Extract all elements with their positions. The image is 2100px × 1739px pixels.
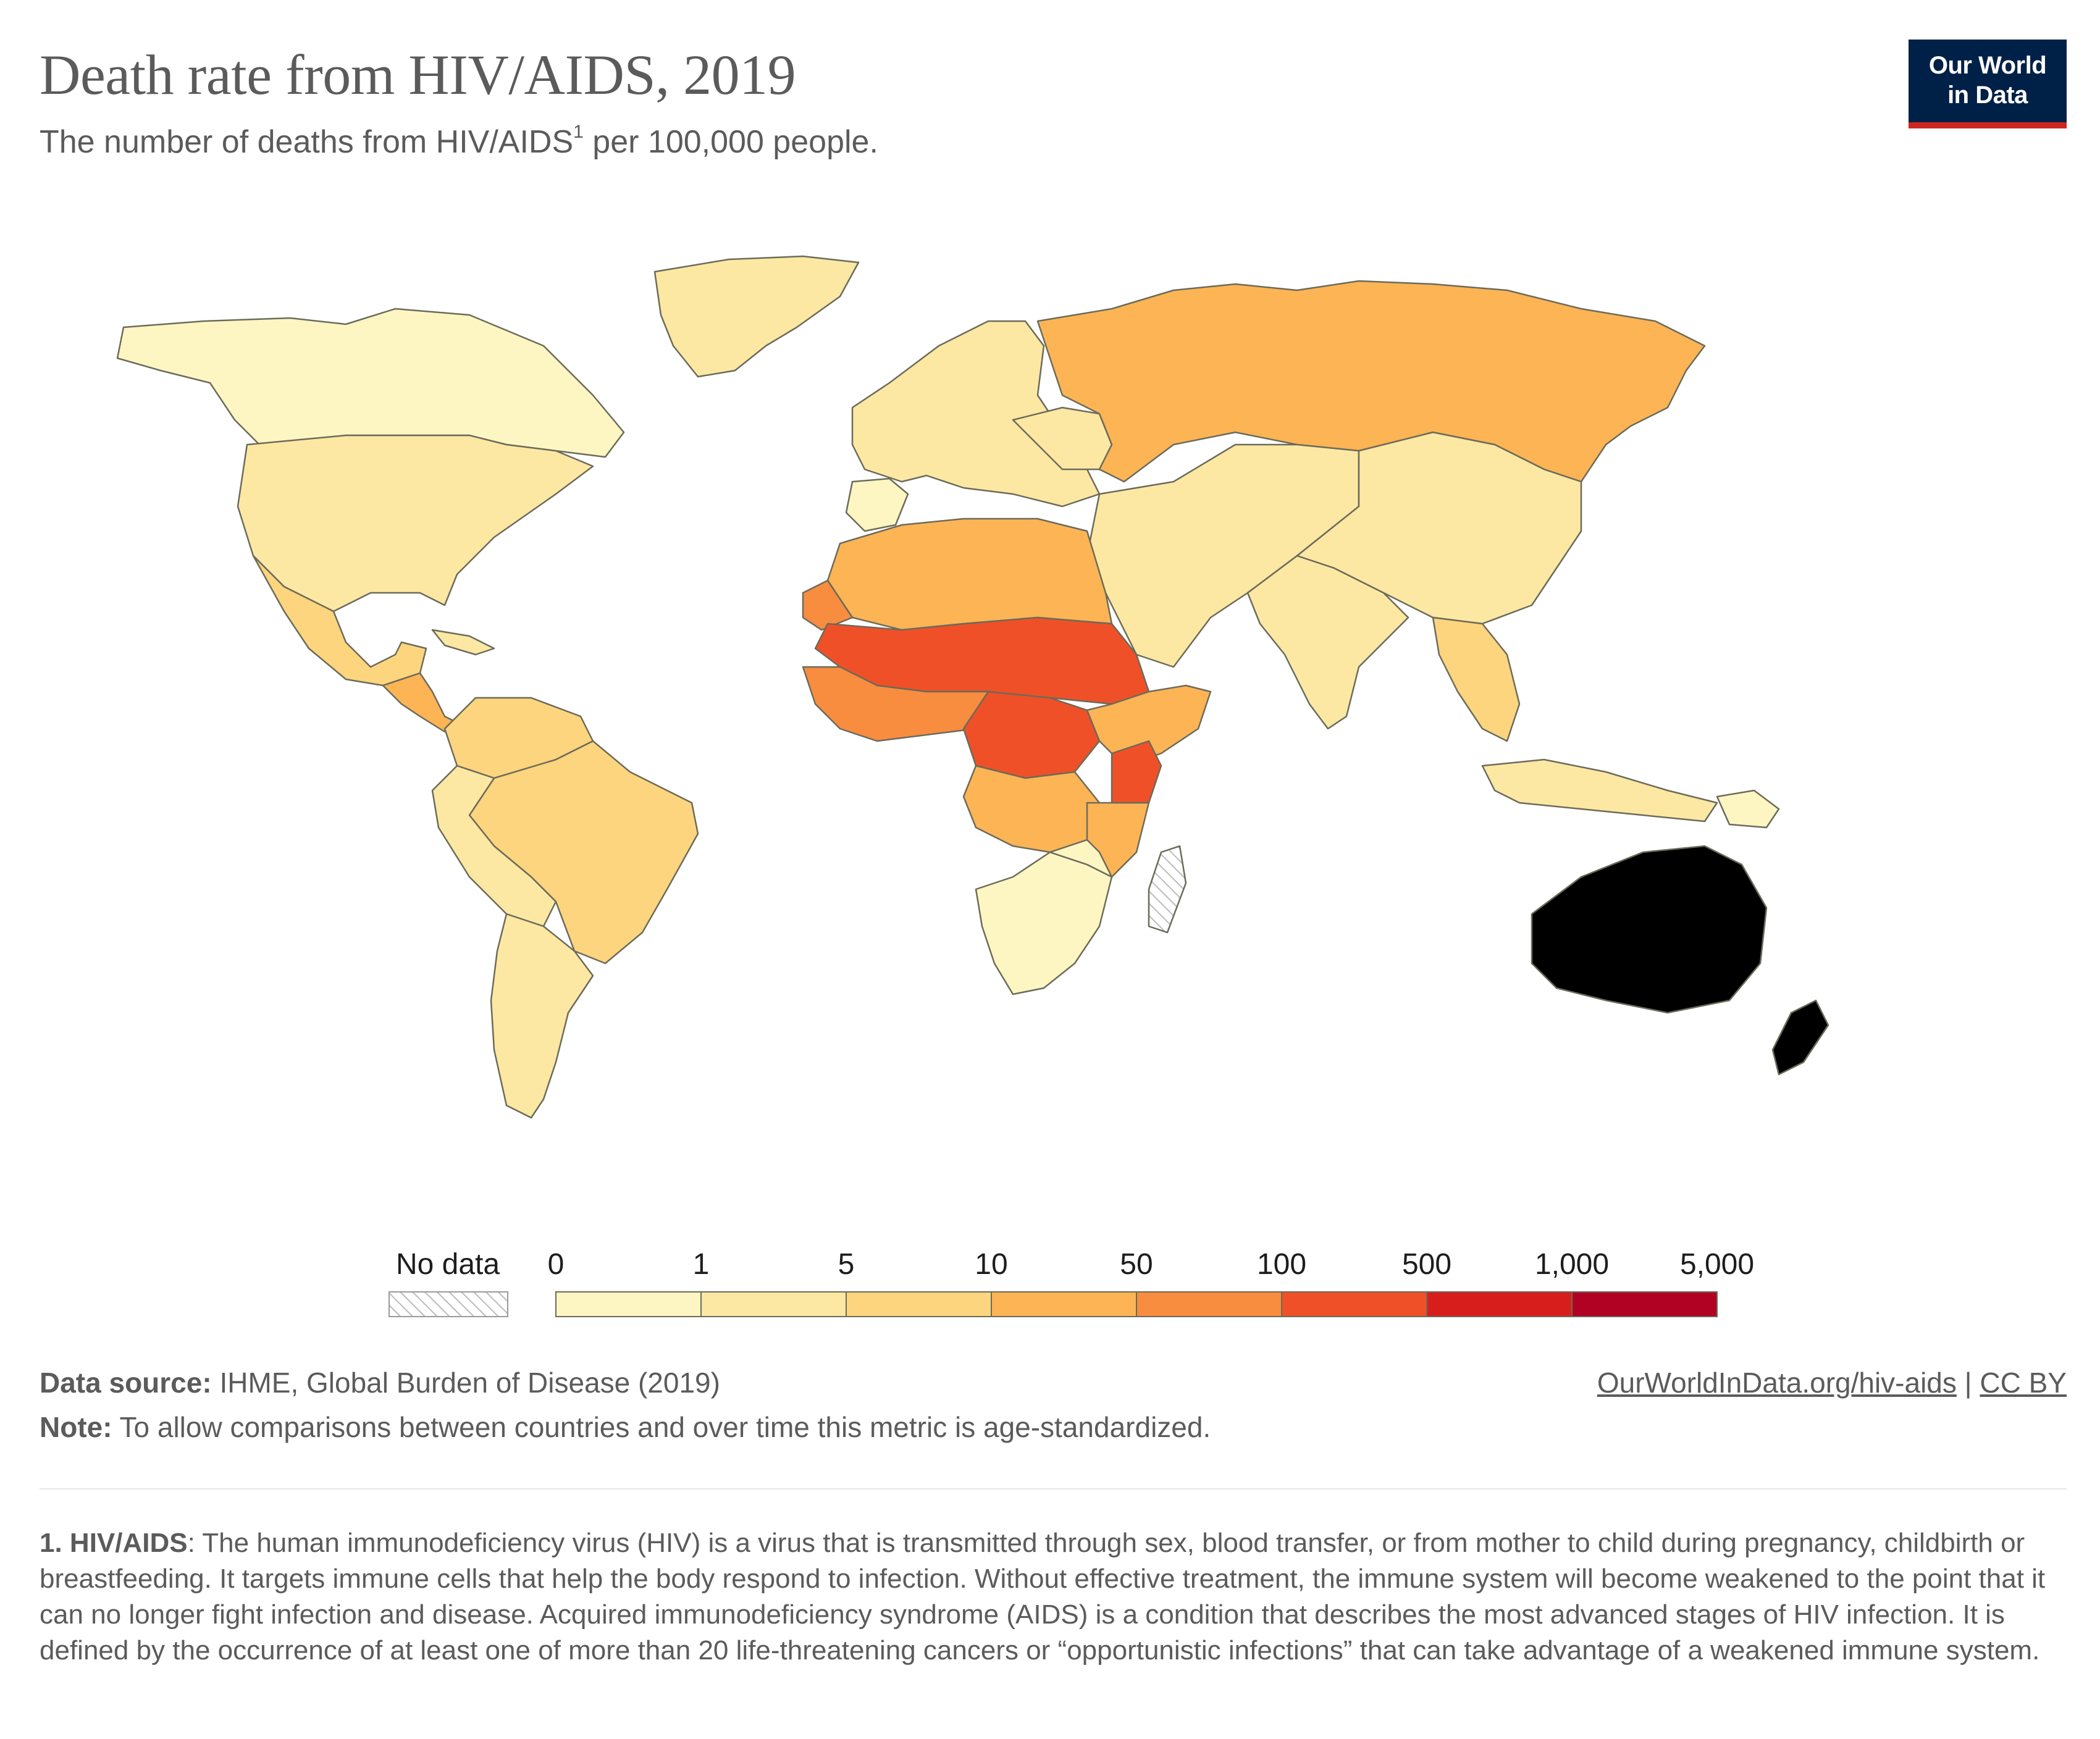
logo-line-2: in Data — [1947, 82, 2028, 109]
footer-divider — [40, 1488, 2067, 1490]
source-text: IHME, Global Burden of Disease (2019) — [219, 1367, 720, 1399]
map-region-indonesia[interactable] — [1481, 758, 1718, 823]
legend-bin-label: 5,000 — [1680, 1248, 1754, 1281]
legend-bin-swatch[interactable] — [1136, 1291, 1282, 1317]
legend-no-data-swatch[interactable] — [388, 1291, 508, 1317]
logo-accent-bar — [1909, 122, 2067, 128]
legend-bin-swatch[interactable] — [555, 1291, 702, 1317]
footnote: 1. HIV/AIDS: The human immunodeficiency … — [40, 1525, 2067, 1669]
footer-links: OurWorldInData.org/hiv-aids | CC BY — [1597, 1366, 2067, 1399]
legend-bin-label: 50 — [1120, 1248, 1153, 1281]
map-region-southern-cone[interactable] — [490, 913, 594, 1119]
legend-bin-label: 100 — [1257, 1248, 1306, 1281]
map-region-southeast-asia[interactable] — [1432, 616, 1521, 742]
map-region-papua-new-guinea[interactable] — [1716, 789, 1780, 829]
map-region-australia[interactable] — [1531, 845, 1768, 1014]
legend-bin-label: 1,000 — [1535, 1248, 1609, 1281]
logo-line-1: Our World — [1928, 52, 2047, 79]
map-region-caribbean[interactable] — [431, 629, 495, 656]
map-region-new-zealand[interactable] — [1771, 999, 1829, 1076]
source-url-link[interactable]: OurWorldInData.org/hiv-aids — [1597, 1367, 1957, 1399]
map-region-western-europe[interactable] — [851, 320, 1101, 508]
map-region-mexico[interactable] — [252, 555, 427, 687]
legend: No data 0 1 5 10 50 100 500 1,000 5,000 — [388, 1248, 1754, 1317]
map-region-dr-congo-angola[interactable] — [962, 765, 1101, 853]
map-region-central-america[interactable] — [382, 672, 458, 733]
legend-bin-label: 1 — [693, 1248, 710, 1281]
note-text: To allow comparisons between countries a… — [119, 1411, 1211, 1443]
legend-bin-swatch[interactable] — [1281, 1291, 1427, 1317]
legend-bin-swatch[interactable] — [1571, 1291, 1718, 1317]
map-region-central-africa[interactable] — [962, 690, 1101, 779]
map-region-north-africa[interactable] — [826, 518, 1113, 631]
legend-bin-swatch[interactable] — [846, 1291, 992, 1317]
legend-bin-swatch[interactable] — [991, 1291, 1137, 1317]
map-region-iberia[interactable] — [845, 477, 909, 532]
map-region-andes[interactable] — [431, 765, 557, 928]
subtitle-suffix: per 100,000 people. — [583, 124, 878, 160]
map-region-united-states[interactable] — [237, 434, 594, 613]
legend-bin-label: 0 — [548, 1248, 565, 1281]
note-label: Note: — [40, 1411, 112, 1443]
footnote-text: : The human immunodeficiency virus (HIV)… — [40, 1528, 2046, 1666]
footnote-label: 1. HIV/AIDS — [40, 1528, 188, 1558]
map-region-madagascar[interactable] — [1148, 845, 1187, 934]
legend-bin-label: 500 — [1402, 1248, 1451, 1281]
link-separator: | — [1964, 1367, 1972, 1399]
map-region-zambia-zimbabwe[interactable] — [1049, 839, 1113, 878]
legend-no-data-label: No data — [396, 1248, 500, 1281]
map-region-russia[interactable] — [1036, 280, 1706, 483]
map-region-south-asia[interactable] — [1246, 555, 1409, 730]
map-region-greenland[interactable] — [653, 255, 860, 378]
note: Note: To allow comparisons between count… — [40, 1410, 1211, 1444]
source-label: Data source: — [40, 1367, 212, 1399]
legend-bin-label: 10 — [975, 1248, 1007, 1281]
legend-bin-label: 5 — [838, 1248, 855, 1281]
footnote-marker[interactable]: 1 — [573, 121, 584, 142]
map-region-kenya[interactable] — [1111, 740, 1162, 804]
map-region-southern-africa[interactable] — [975, 851, 1113, 995]
subtitle-prefix: The number of deaths from HIV/AIDS — [40, 124, 574, 160]
chart-title: Death rate from HIV/AIDS, 2019 — [40, 43, 796, 106]
data-source: Data source: IHME, Global Burden of Dise… — [40, 1366, 720, 1399]
legend-bin-swatch[interactable] — [1426, 1291, 1573, 1317]
owid-logo[interactable]: Our World in Data — [1909, 40, 2067, 128]
license-link[interactable]: CC BY — [1980, 1367, 2067, 1399]
legend-bin-swatch[interactable] — [700, 1291, 847, 1317]
chart-subtitle: The number of deaths from HIV/AIDS1 per … — [40, 121, 878, 161]
